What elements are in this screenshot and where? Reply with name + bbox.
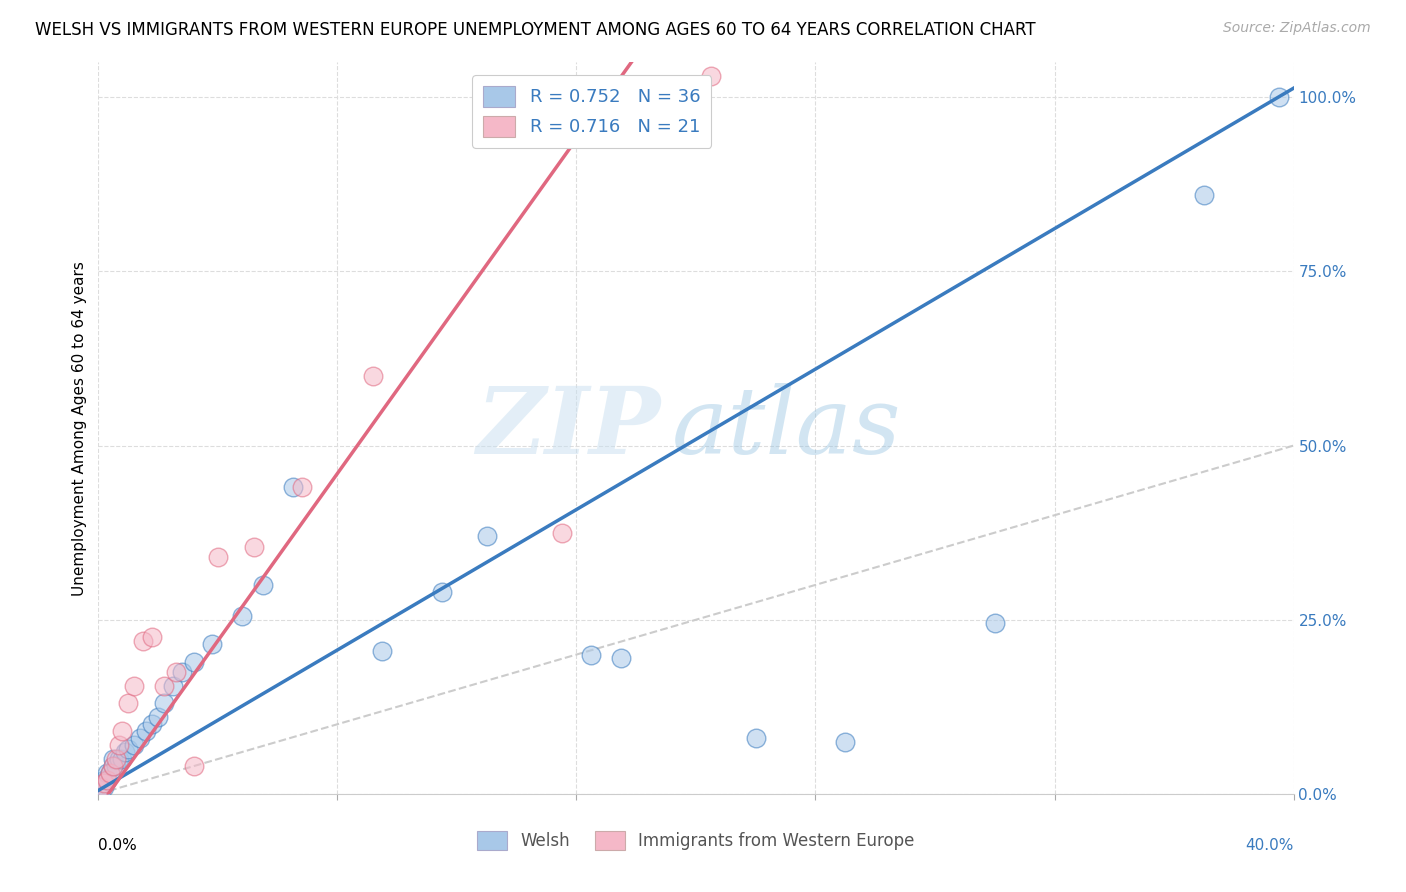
Point	[96, 772, 118, 787]
Text: atlas: atlas	[672, 384, 901, 473]
Point	[231, 609, 253, 624]
Point	[90, 780, 112, 794]
Point	[162, 679, 184, 693]
Text: WELSH VS IMMIGRANTS FROM WESTERN EUROPE UNEMPLOYMENT AMONG AGES 60 TO 64 YEARS C: WELSH VS IMMIGRANTS FROM WESTERN EUROPE …	[35, 21, 1036, 39]
Point	[93, 772, 115, 787]
Point	[103, 752, 125, 766]
Point	[98, 766, 122, 780]
Point	[745, 731, 768, 746]
Point	[1267, 90, 1289, 104]
Point	[183, 759, 205, 773]
Point	[430, 585, 453, 599]
Point	[117, 741, 139, 756]
Point	[105, 752, 128, 766]
Text: 0.0%: 0.0%	[98, 838, 138, 853]
Point	[124, 738, 146, 752]
Point	[183, 655, 205, 669]
Point	[111, 752, 134, 766]
Point	[111, 724, 134, 739]
Point	[243, 540, 266, 554]
Point	[207, 549, 229, 564]
Point	[114, 745, 136, 759]
Point	[141, 717, 163, 731]
Point	[103, 759, 125, 773]
Point	[117, 696, 139, 710]
Point	[371, 644, 394, 658]
Point	[105, 759, 128, 773]
Point	[135, 724, 157, 739]
Point	[141, 630, 163, 644]
Point	[124, 679, 146, 693]
Point	[90, 780, 112, 794]
Point	[93, 776, 115, 790]
Point	[172, 665, 194, 679]
Point	[363, 368, 385, 383]
Point	[96, 772, 118, 787]
Point	[834, 734, 856, 748]
Point	[581, 648, 603, 662]
Point	[93, 780, 115, 794]
Point	[1192, 187, 1215, 202]
Point	[98, 766, 122, 780]
Point	[129, 731, 152, 746]
Point	[201, 637, 224, 651]
Text: ZIP: ZIP	[475, 384, 661, 473]
Point	[281, 480, 304, 494]
Point	[165, 665, 187, 679]
Point	[103, 759, 125, 773]
Point	[984, 616, 1007, 631]
Point	[700, 70, 723, 84]
Y-axis label: Unemployment Among Ages 60 to 64 years: Unemployment Among Ages 60 to 64 years	[72, 260, 87, 596]
Point	[610, 651, 633, 665]
Point	[96, 766, 118, 780]
Text: 40.0%: 40.0%	[1246, 838, 1294, 853]
Point	[132, 633, 155, 648]
Point	[291, 480, 314, 494]
Text: Source: ZipAtlas.com: Source: ZipAtlas.com	[1223, 21, 1371, 36]
Point	[153, 679, 176, 693]
Point	[550, 525, 572, 540]
Point	[153, 696, 176, 710]
Point	[475, 529, 498, 543]
Point	[252, 578, 274, 592]
Point	[108, 752, 131, 766]
Point	[108, 738, 131, 752]
Legend: Welsh, Immigrants from Western Europe: Welsh, Immigrants from Western Europe	[468, 822, 924, 859]
Point	[148, 710, 170, 724]
